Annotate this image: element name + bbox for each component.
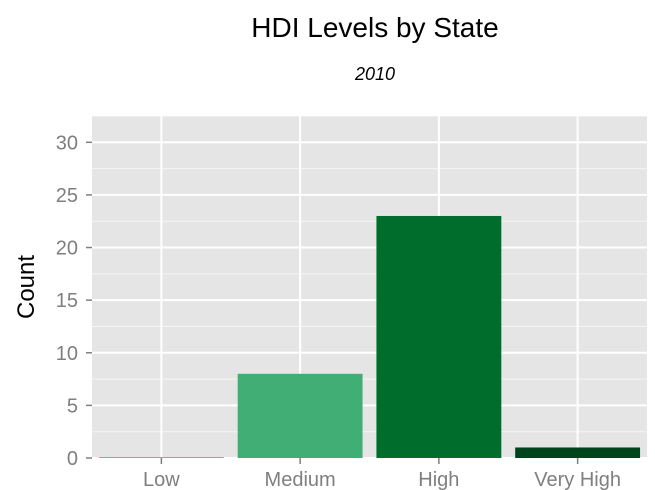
x-tick-label: Very High	[534, 469, 621, 490]
y-tick-label: 10	[56, 343, 78, 365]
bars	[98, 215, 641, 458]
x-tick-label: High	[418, 469, 459, 490]
y-tick-label: 5	[67, 395, 78, 417]
bar-very-high	[515, 447, 641, 458]
x-tick-label: Medium	[265, 469, 336, 490]
y-tick-label: 0	[67, 448, 78, 470]
y-tick-label: 30	[56, 132, 78, 154]
y-axis-ticks: 0 5 10 15 20 25 30	[56, 132, 92, 470]
bar-medium	[237, 373, 363, 458]
chart-subtitle: 2010	[354, 64, 395, 84]
bar-low	[98, 457, 224, 458]
y-tick-label: 15	[56, 290, 78, 312]
chart-title: HDI Levels by State	[251, 12, 498, 43]
bar-high	[376, 215, 502, 458]
x-tick-label: Low	[143, 469, 180, 490]
y-axis-title: Count	[13, 255, 40, 319]
plot-panel	[92, 116, 647, 458]
y-tick-label: 25	[56, 185, 78, 207]
minor-gridlines	[92, 115, 647, 433]
x-axis-ticks: Low Medium High Very High	[143, 458, 621, 490]
y-tick-label: 20	[56, 238, 78, 260]
